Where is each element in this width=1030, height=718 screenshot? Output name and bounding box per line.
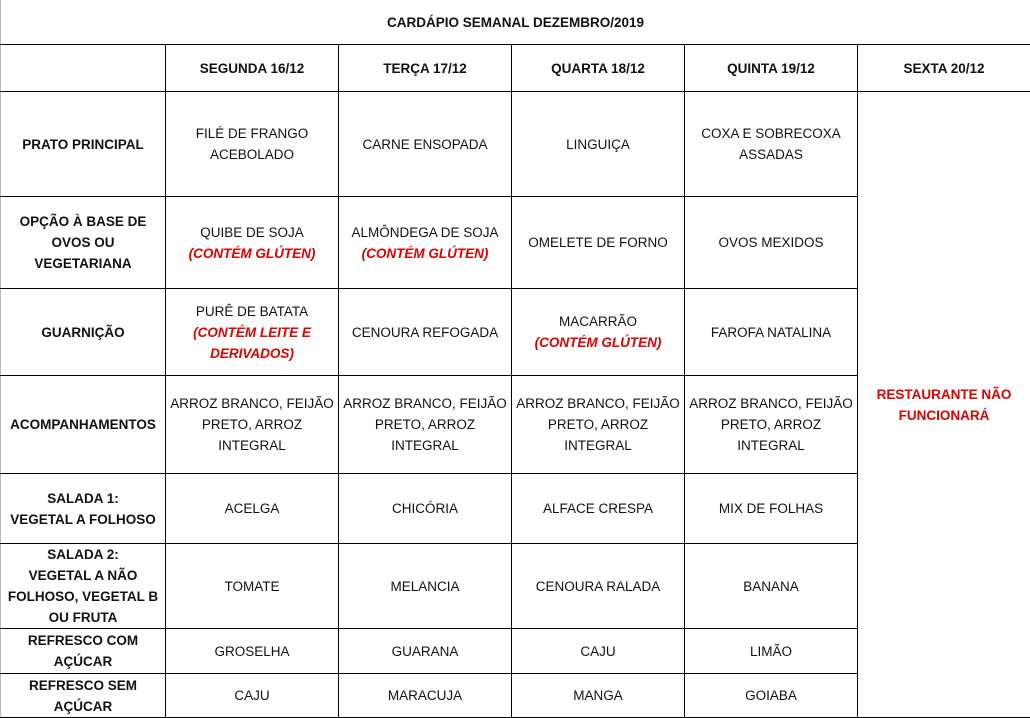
row-label: ACOMPANHAMENTOS: [1, 376, 166, 474]
row-label: REFRESCO SEM AÇÚCAR: [1, 674, 166, 718]
menu-cell: ARROZ BRANCO, FEIJÃO PRETO, ARROZ INTEGR…: [685, 376, 858, 474]
menu-cell: CAJU: [166, 674, 339, 718]
dish-name: MIX DE FOLHAS: [719, 501, 823, 516]
dish-name: BANANA: [743, 579, 799, 594]
menu-cell: TOMATE: [166, 544, 339, 629]
menu-cell: MARACUJA: [339, 674, 512, 718]
dish-name: CARNE ENSOPADA: [362, 137, 487, 152]
menu-cell: FILÉ DE FRANGO ACEBOLADO: [166, 92, 339, 197]
dish-name: MARACUJA: [388, 688, 462, 703]
menu-cell: PURÊ DE BATATA (CONTÉM LEITE E DERIVADOS): [166, 289, 339, 376]
dish-name: ACELGA: [225, 501, 280, 516]
menu-cell: GUARANA: [339, 629, 512, 674]
dish-name: MELANCIA: [390, 579, 459, 594]
dish-name: ARROZ BRANCO, FEIJÃO PRETO, ARROZ INTEGR…: [689, 396, 853, 453]
dish-name: LIMÃO: [750, 644, 792, 659]
row-label: SALADA 2: VEGETAL A NÃO FOLHOSO, VEGETAL…: [1, 544, 166, 629]
dish-name: ALFACE CRESPA: [543, 501, 653, 516]
row-label: GUARNIÇÃO: [1, 289, 166, 376]
menu-cell: MIX DE FOLHAS: [685, 474, 858, 544]
menu-cell: ALMÔNDEGA DE SOJA (CONTÉM GLÚTEN): [339, 197, 512, 289]
dish-name: CENOURA RALADA: [536, 579, 661, 594]
dish-name: ARROZ BRANCO, FEIJÃO PRETO, ARROZ INTEGR…: [170, 396, 334, 453]
menu-cell: MANGA: [512, 674, 685, 718]
menu-cell: ALFACE CRESPA: [512, 474, 685, 544]
day-header: QUARTA 18/12: [512, 45, 685, 92]
menu-cell: FAROFA NATALINA: [685, 289, 858, 376]
dish-name: TOMATE: [224, 579, 279, 594]
day-header: QUINTA 19/12: [685, 45, 858, 92]
dish-name: LINGUIÇA: [566, 137, 630, 152]
menu-cell: OVOS MEXIDOS: [685, 197, 858, 289]
friday-closed-notice: RESTAURANTE NÃO FUNCIONARÁ: [858, 92, 1030, 718]
row-label: SALADA 1: VEGETAL A FOLHOSO: [1, 474, 166, 544]
allergen-note: (CONTÉM GLÚTEN): [341, 243, 509, 264]
menu-cell: CENOURA REFOGADA: [339, 289, 512, 376]
row-label: REFRESCO COM AÇÚCAR: [1, 629, 166, 674]
menu-cell: ACELGA: [166, 474, 339, 544]
allergen-note: (CONTÉM GLÚTEN): [514, 332, 682, 353]
day-header: SEGUNDA 16/12: [166, 45, 339, 92]
day-header: SEXTA 20/12: [858, 45, 1030, 92]
menu-cell: QUIBE DE SOJA (CONTÉM GLÚTEN): [166, 197, 339, 289]
menu-cell: CAJU: [512, 629, 685, 674]
dish-name: GUARANA: [392, 644, 459, 659]
dish-name: GOIABA: [745, 688, 797, 703]
dish-name: COXA E SOBRECOXA ASSADAS: [701, 126, 841, 162]
menu-cell: ARROZ BRANCO, FEIJÃO PRETO, ARROZ INTEGR…: [339, 376, 512, 474]
dish-name: CAJU: [580, 644, 615, 659]
dish-name: CAJU: [234, 688, 269, 703]
menu-cell: MELANCIA: [339, 544, 512, 629]
dish-name: OMELETE DE FORNO: [528, 235, 668, 250]
dish-name: CENOURA REFOGADA: [352, 325, 498, 340]
dish-name: FILÉ DE FRANGO ACEBOLADO: [196, 126, 309, 162]
menu-cell: LIMÃO: [685, 629, 858, 674]
menu-cell: COXA E SOBRECOXA ASSADAS: [685, 92, 858, 197]
menu-cell: GOIABA: [685, 674, 858, 718]
dish-name: ARROZ BRANCO, FEIJÃO PRETO, ARROZ INTEGR…: [516, 396, 680, 453]
menu-cell: ARROZ BRANCO, FEIJÃO PRETO, ARROZ INTEGR…: [166, 376, 339, 474]
menu-row: PRATO PRINCIPAL FILÉ DE FRANGO ACEBOLADO C…: [1, 92, 1030, 197]
menu-cell: LINGUIÇA: [512, 92, 685, 197]
dish-name: QUIBE DE SOJA: [200, 225, 304, 240]
dish-name: MACARRÃO: [559, 314, 637, 329]
allergen-note: (CONTÉM LEITE E DERIVADOS): [168, 322, 336, 364]
menu-cell: OMELETE DE FORNO: [512, 197, 685, 289]
menu-cell: CENOURA RALADA: [512, 544, 685, 629]
day-header: TERÇA 17/12: [339, 45, 512, 92]
menu-cell: BANANA: [685, 544, 858, 629]
dish-name: GROSELHA: [214, 644, 289, 659]
dish-name: PURÊ DE BATATA: [196, 304, 308, 319]
menu-cell: ARROZ BRANCO, FEIJÃO PRETO, ARROZ INTEGR…: [512, 376, 685, 474]
dish-name: OVOS MEXIDOS: [718, 235, 823, 250]
dish-name: ALMÔNDEGA DE SOJA: [351, 225, 498, 240]
dish-name: MANGA: [573, 688, 623, 703]
row-label: OPÇÃO À BASE DE OVOS OU VEGETARIANA: [1, 197, 166, 289]
menu-cell: CARNE ENSOPADA: [339, 92, 512, 197]
dish-name: FAROFA NATALINA: [711, 325, 831, 340]
menu-cell: MACARRÃO (CONTÉM GLÚTEN): [512, 289, 685, 376]
row-label: PRATO PRINCIPAL: [1, 92, 166, 197]
header-empty-cell: [1, 45, 166, 92]
allergen-note: (CONTÉM GLÚTEN): [168, 243, 336, 264]
menu-cell: CHICÓRIA: [339, 474, 512, 544]
menu-cell: GROSELHA: [166, 629, 339, 674]
menu-title: CARDÁPIO SEMANAL DEZEMBRO/2019: [1, 0, 1030, 45]
dish-name: ARROZ BRANCO, FEIJÃO PRETO, ARROZ INTEGR…: [343, 396, 507, 453]
dish-name: CHICÓRIA: [392, 501, 458, 516]
